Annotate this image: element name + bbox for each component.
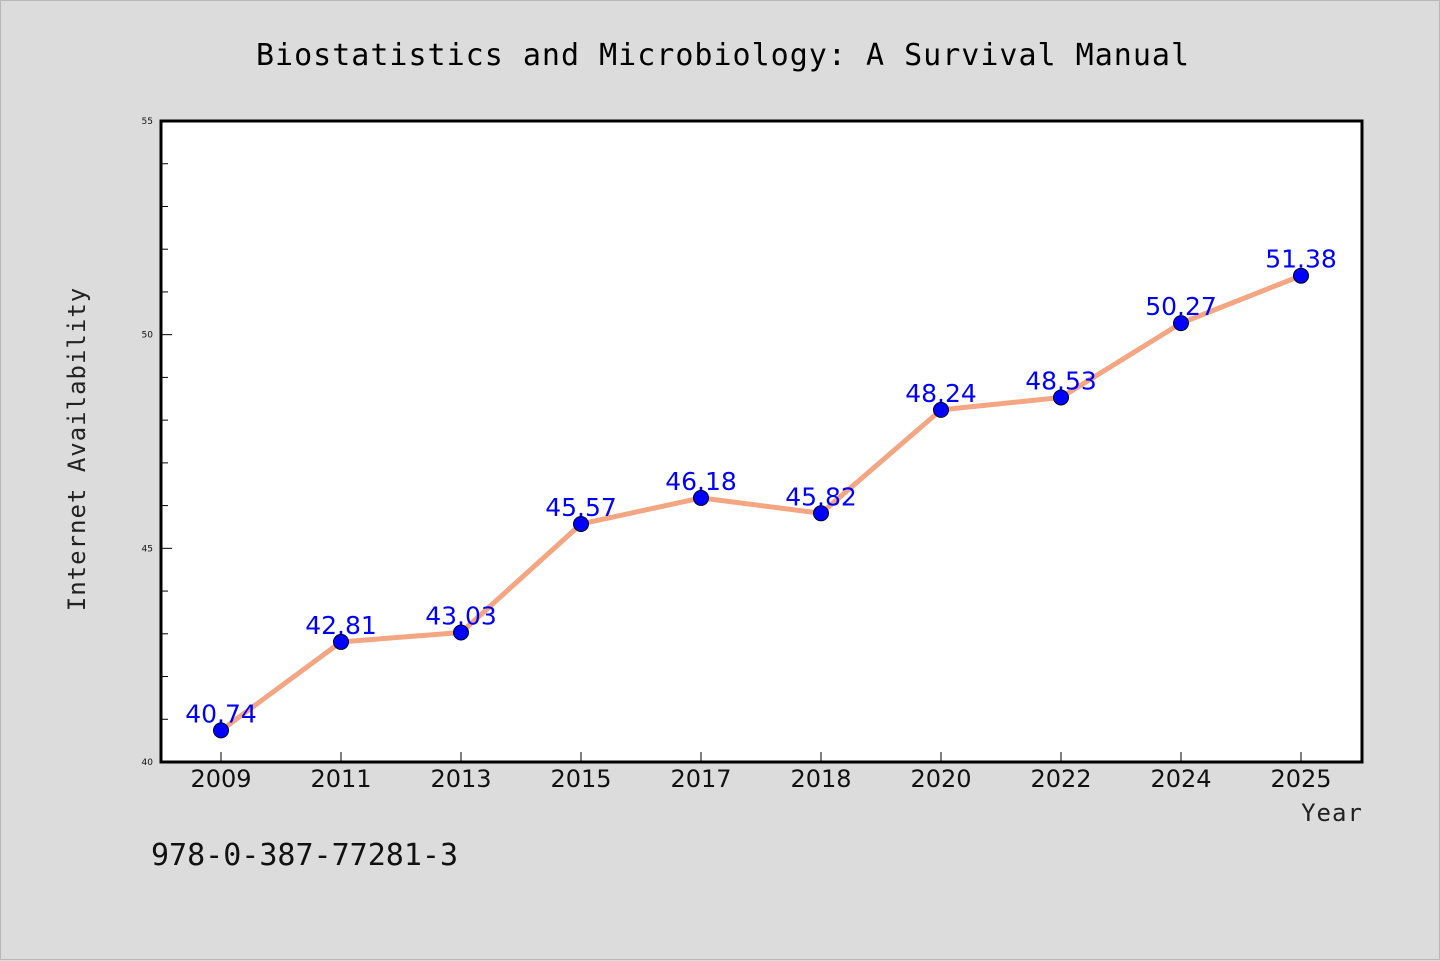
data-label: 40.74 [185,699,257,728]
data-point [1293,267,1309,284]
data-label: 42.81 [305,611,377,640]
data-label: 45.57 [545,493,617,522]
x-tick-label: 2013 [430,765,491,793]
y-axis: 40 45 50 55 [142,117,172,768]
data-point [813,505,829,522]
data-label: 48.24 [905,379,977,408]
data-point [1053,389,1069,406]
x-tick-label: 2018 [790,765,851,793]
data-point [933,401,949,418]
x-tick-label: 2022 [1030,765,1091,793]
x-tick-label: 2011 [310,765,371,793]
data-label: 43.03 [425,602,497,631]
x-tick-label: 2025 [1270,765,1331,793]
data-point [693,489,709,506]
data-point [573,515,589,532]
data-point [333,633,349,650]
y-tick-label: 55 [142,117,153,127]
data-point [453,624,469,641]
series-line [218,273,1304,733]
chart-title: Biostatistics and Microbiology: A Surviv… [256,38,1190,73]
data-label: 48.53 [1025,366,1097,395]
y-axis-label: Internet Availability [63,287,91,611]
x-tick-label: 2015 [550,765,611,793]
y-tick-label: 45 [142,544,153,554]
y-tick-label: 50 [142,331,154,341]
series-layer: 40.74 42.81 43.03 45.57 46.18 45.82 48.24 48.53… [185,245,1337,739]
isbn-annotation: 978-0-387-77281-3 [151,838,458,873]
data-point [213,722,229,739]
data-point [1173,315,1189,332]
plot-area [159,119,1364,764]
x-tick-label: 2017 [670,765,731,793]
x-tick-label: 2009 [190,765,251,793]
data-label: 51.38 [1265,245,1337,274]
x-axis-label: Year [1301,799,1363,827]
y-tick-label: 40 [142,758,154,768]
data-label: 50.27 [1145,292,1217,321]
x-axis: 2009 2011 2013 2015 2017 2018 2020 2022 2024 2025 [190,752,1332,793]
x-tick-label: 2024 [1150,765,1211,793]
data-label: 46.18 [665,467,737,496]
data-label: 45.82 [785,482,857,511]
x-tick-label: 2020 [910,765,971,793]
